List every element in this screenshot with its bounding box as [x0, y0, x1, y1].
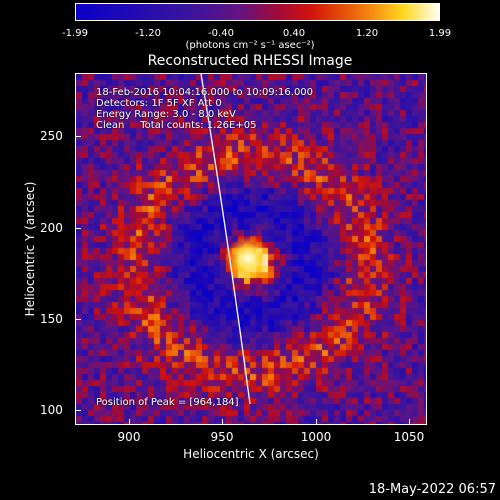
clean-total-counts-text: Clean Total counts: 1.26E+05 [96, 120, 257, 131]
x-tick-mark [129, 419, 130, 425]
x-tick-label: 1050 [393, 430, 425, 444]
colorbar [75, 3, 440, 21]
footer-timestamp: 18-May-2022 06:57 [368, 482, 496, 497]
y-tick-label: 150 [40, 312, 63, 326]
time-range-text: 18-Feb-2016 10:04:16.000 to 10:09:16.000 [96, 87, 314, 98]
y-tick-label: 200 [40, 221, 63, 235]
colorbar-tick-label: 1.99 [428, 28, 452, 39]
x-tick-label: 900 [117, 430, 141, 444]
peak-position-text: Position of Peak = [964,184] [96, 397, 239, 408]
energy-range-text: Energy Range: 3.0 - 8.0 keV [96, 109, 236, 120]
colorbar-tick-label: -1.20 [135, 28, 161, 39]
image-title: Reconstructed RHESSI Image [147, 53, 353, 69]
y-tick-label: 250 [40, 129, 63, 143]
y-tick-mark [75, 136, 81, 137]
y-tick-mark [75, 228, 81, 229]
x-axis-label: Heliocentric X (arcsec) [183, 447, 319, 461]
colorbar-tick-label: 1.20 [355, 28, 379, 39]
colorbar-unit-label: (photons cm⁻² s⁻¹ asec⁻²) [185, 40, 315, 51]
y-tick-label: 100 [40, 403, 63, 417]
colorbar-tick-label: -0.40 [208, 28, 234, 39]
rhessi-image-plot: 18-Feb-2016 10:04:16.000 to 10:09:16.000… [75, 73, 427, 425]
colorbar-tick-label: 0.40 [282, 28, 306, 39]
y-axis-label: Heliocentric Y (arcsec) [23, 181, 37, 317]
x-tick-mark [222, 419, 223, 425]
y-tick-mark [75, 410, 81, 411]
rhessi-image-canvas [76, 74, 426, 424]
x-tick-label: 950 [210, 430, 234, 444]
x-tick-label: 1000 [300, 430, 332, 444]
colorbar-tick-label: -1.99 [62, 28, 88, 39]
solar-limb-line [200, 74, 251, 405]
detectors-text: Detectors: 1F 5F XF Att 0 [96, 98, 222, 109]
x-tick-mark [409, 419, 410, 425]
y-tick-mark [75, 319, 81, 320]
x-tick-mark [316, 419, 317, 425]
